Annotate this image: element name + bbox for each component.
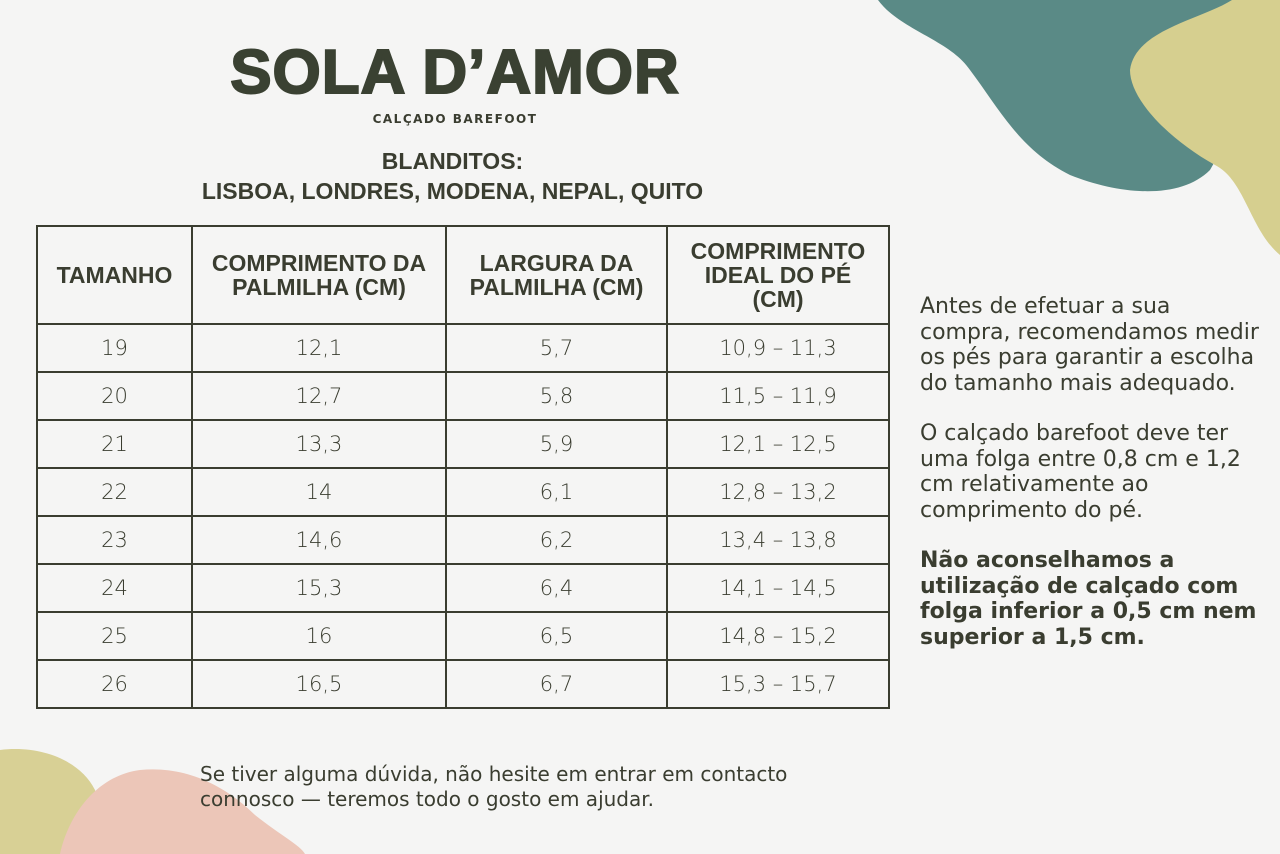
table-row: 21 13,3 5,9 12,1 – 12,5 bbox=[36, 419, 890, 469]
table-row: 25 16 6,5 14,8 – 15,2 bbox=[36, 611, 890, 661]
table-cell: 10,9 – 11,3 bbox=[666, 323, 890, 373]
brand-name: SOLA D’AMOR bbox=[229, 37, 680, 108]
table-cell: 5,9 bbox=[445, 419, 668, 469]
column-header: COMPRIMENTO DA PALMILHA (CM) bbox=[191, 225, 447, 325]
table-cell: 6,7 bbox=[445, 659, 668, 709]
heading-line: BLANDITOS: bbox=[381, 148, 524, 174]
table-cell: 25 bbox=[36, 611, 193, 661]
table-cell: 12,7 bbox=[191, 371, 447, 421]
table-cell: 15,3 – 15,7 bbox=[666, 659, 890, 709]
tagline: CALÇADO BAREFOOT bbox=[372, 112, 538, 126]
table-cell: 16 bbox=[191, 611, 447, 661]
notes: Antes de efetuar a sua compra, recomenda… bbox=[920, 294, 1260, 675]
size-table: TAMANHO COMPRIMENTO DA PALMILHA (CM) LARGU… bbox=[36, 225, 890, 709]
table-cell: 13,4 – 13,8 bbox=[666, 515, 890, 565]
table-cell: 5,7 bbox=[445, 323, 668, 373]
table-cell: 14,1 – 14,5 bbox=[666, 563, 890, 613]
table-row: 19 12,1 5,7 10,9 – 11,3 bbox=[36, 323, 890, 373]
table-cell: 20 bbox=[36, 371, 193, 421]
table-cell: 24 bbox=[36, 563, 193, 613]
table-cell: 15,3 bbox=[191, 563, 447, 613]
table-cell: 12,1 – 12,5 bbox=[666, 419, 890, 469]
table-cell: 13,3 bbox=[191, 419, 447, 469]
table-cell: 14 bbox=[191, 467, 447, 517]
table-row: 26 16,5 6,7 15,3 – 15,7 bbox=[36, 659, 890, 709]
table-cell: 21 bbox=[36, 419, 193, 469]
footer: Se tiver alguma dúvida, não hesite em en… bbox=[200, 762, 788, 811]
table-row: 20 12,7 5,8 11,5 – 11,9 bbox=[36, 371, 890, 421]
table-cell: 26 bbox=[36, 659, 193, 709]
heading: BLANDITOS: LISBOA, LONDRES, MODENA, NEPA… bbox=[150, 146, 755, 206]
table-row: 23 14,6 6,2 13,4 – 13,8 bbox=[36, 515, 890, 565]
table-cell: 6,2 bbox=[445, 515, 668, 565]
table-cell: 5,8 bbox=[445, 371, 668, 421]
table-row: 24 15,3 6,4 14,1 – 14,5 bbox=[36, 563, 890, 613]
table-cell: 6,4 bbox=[445, 563, 668, 613]
table-cell: 14,8 – 15,2 bbox=[666, 611, 890, 661]
column-header: LARGURA DA PALMILHA (CM) bbox=[445, 225, 668, 325]
note: Antes de efetuar a sua compra, recomenda… bbox=[920, 294, 1259, 396]
table-cell: 14,6 bbox=[191, 515, 447, 565]
column-header: TAMANHO bbox=[36, 225, 193, 325]
table-cell: 12,8 – 13,2 bbox=[666, 467, 890, 517]
table-cell: 11,5 – 11,9 bbox=[666, 371, 890, 421]
table-row: 22 14 6,1 12,8 – 13,2 bbox=[36, 467, 890, 517]
table-cell: 19 bbox=[36, 323, 193, 373]
header-row: TAMANHO COMPRIMENTO DA PALMILHA (CM) LARGU… bbox=[36, 225, 890, 325]
brand: SOLA D’AMOR CALÇADO BAREFOOT bbox=[229, 36, 680, 126]
table-cell: 12,1 bbox=[191, 323, 447, 373]
table-cell: 23 bbox=[36, 515, 193, 565]
column-header: COMPRIMENTO IDEAL DO PÉ (CM) bbox=[666, 225, 890, 325]
table-cell: 22 bbox=[36, 467, 193, 517]
table-cell: 16,5 bbox=[191, 659, 447, 709]
note: O calçado barefoot deve ter uma folga en… bbox=[920, 421, 1241, 523]
heading-line: LISBOA, LONDRES, MODENA, NEPAL, QUITO bbox=[201, 178, 704, 204]
table-cell: 6,5 bbox=[445, 611, 668, 661]
note: Não aconselhamos a utilização de calçado… bbox=[920, 548, 1257, 650]
table-body: 19 12,1 5,7 10,9 – 11,3 20 12,7 5,8 11,5 – 11,9… bbox=[36, 323, 890, 709]
table-cell: 6,1 bbox=[445, 467, 668, 517]
